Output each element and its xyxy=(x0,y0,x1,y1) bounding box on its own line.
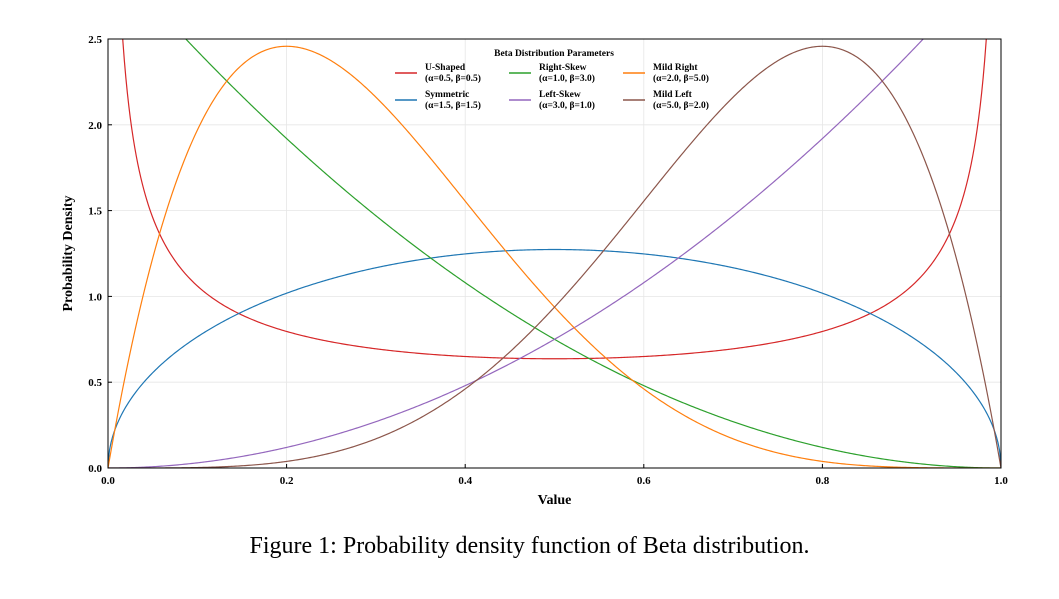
legend-name-mild-left: Mild Left xyxy=(653,90,693,100)
legend-params-u-shaped: (α=0.5, β=0.5) xyxy=(425,73,481,84)
legend-params-mild-right: (α=2.0, β=5.0) xyxy=(653,73,709,84)
legend-params-left-skew: (α=3.0, β=1.0) xyxy=(539,100,595,111)
y-axis-label: Probability Density xyxy=(61,195,76,311)
figure-caption: Figure 1: Probability density function o… xyxy=(249,533,810,559)
series-line-u-shaped xyxy=(122,39,987,360)
legend-params-mild-left: (α=5.0, β=2.0) xyxy=(653,100,709,111)
x-axis-label: Value xyxy=(538,493,572,508)
y-tick-label: 2.5 xyxy=(88,34,102,46)
legend: Beta Distribution Parameters U-Shaped(α=… xyxy=(395,49,709,111)
y-tick-label: 1.5 xyxy=(88,206,102,218)
y-tick-label: 0.0 xyxy=(88,463,102,475)
y-tick-label: 0.5 xyxy=(88,377,102,389)
legend-name-mild-right: Mild Right xyxy=(653,63,698,73)
legend-name-symmetric: Symmetric xyxy=(425,90,469,100)
legend-name-u-shaped: U-Shaped xyxy=(425,63,466,73)
legend-name-left-skew: Left-Skew xyxy=(539,90,581,100)
plot-frame xyxy=(107,38,1002,469)
axis-ticks: 0.0 0.2 0.4 0.6 0.8 1.0 0.0 0.5 1.0 1.5 2.0 2.5 xyxy=(88,34,1008,487)
x-tick-label: 0.4 xyxy=(458,475,472,487)
x-tick-label: 0.6 xyxy=(637,475,651,487)
x-tick-label: 0.8 xyxy=(816,475,830,487)
series-line-symmetric xyxy=(108,248,1001,464)
legend-title: Beta Distribution Parameters xyxy=(494,49,614,59)
x-tick-label: 0.2 xyxy=(280,475,294,487)
series-line-mild-left xyxy=(108,45,1001,468)
legend-params-symmetric: (α=1.5, β=1.5) xyxy=(425,100,481,111)
y-tick-label: 1.0 xyxy=(88,291,102,303)
beta-pdf-chart: 0.0 0.2 0.4 0.6 0.8 1.0 0.0 0.5 1.0 1.5 2.0 2.5 Val… xyxy=(61,34,1008,508)
series-line-left-skew xyxy=(108,39,925,468)
legend-params-right-skew: (α=1.0, β=3.0) xyxy=(539,73,595,84)
series-lines xyxy=(108,39,1001,468)
legend-name-right-skew: Right-Skew xyxy=(539,63,587,73)
x-tick-label: 0.0 xyxy=(101,475,115,487)
x-tick-label: 1.0 xyxy=(994,475,1008,487)
y-tick-label: 2.0 xyxy=(88,120,102,132)
